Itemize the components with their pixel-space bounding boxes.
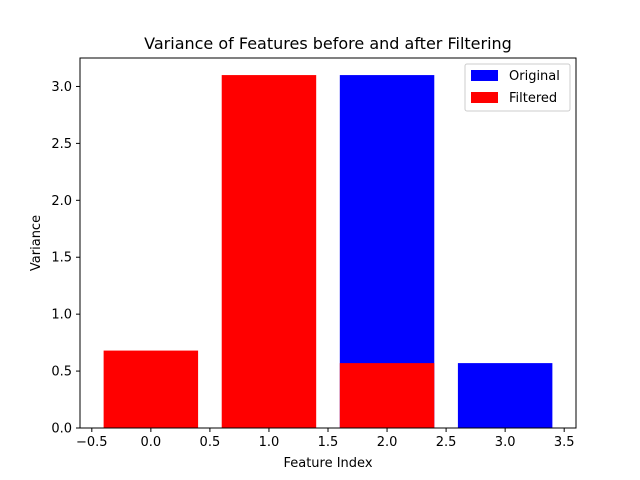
x-axis-label: Feature Index — [283, 456, 372, 471]
x-tick-label: −0.5 — [76, 435, 108, 450]
x-tick-label: 3.0 — [495, 435, 516, 450]
y-axis-ticks: 0.0 0.5 1.0 1.5 2.0 2.5 3.0 — [51, 80, 80, 437]
x-axis-ticks: −0.5 0.0 0.5 1.0 1.5 2.0 2.5 3.0 3.5 — [76, 428, 575, 450]
legend-swatch-filtered — [471, 92, 498, 103]
bar-original-3 — [457, 363, 553, 428]
y-tick-label: 2.0 — [51, 194, 72, 209]
chart-title: Variance of Features before and after Fi… — [144, 34, 512, 53]
y-tick-label: 2.5 — [51, 137, 72, 152]
legend-swatch-original — [471, 70, 498, 81]
x-tick-label: 2.5 — [436, 435, 457, 450]
y-tick-label: 0.5 — [51, 365, 72, 380]
legend-label-filtered: Filtered — [509, 91, 557, 106]
y-tick-label: 3.0 — [51, 80, 72, 95]
plot-frame — [79, 57, 577, 429]
y-tick-label: 1.0 — [51, 308, 72, 323]
bar-filtered-0 — [103, 350, 199, 428]
x-tick-label: 1.5 — [318, 435, 339, 450]
legend-label-original: Original — [509, 69, 560, 84]
x-tick-label: 3.5 — [554, 435, 575, 450]
x-tick-label: 1.0 — [259, 435, 280, 450]
bar-filtered-2 — [339, 363, 435, 428]
legend: Original Filtered — [464, 63, 571, 112]
x-tick-label: 0.0 — [141, 435, 162, 450]
y-tick-label: 0.0 — [51, 422, 72, 437]
y-axis-label: Variance — [29, 215, 44, 271]
bar-filtered-1 — [221, 75, 317, 429]
y-tick-label: 1.5 — [51, 251, 72, 266]
x-tick-label: 0.5 — [200, 435, 221, 450]
bars-layer — [103, 75, 553, 429]
x-tick-label: 2.0 — [377, 435, 398, 450]
